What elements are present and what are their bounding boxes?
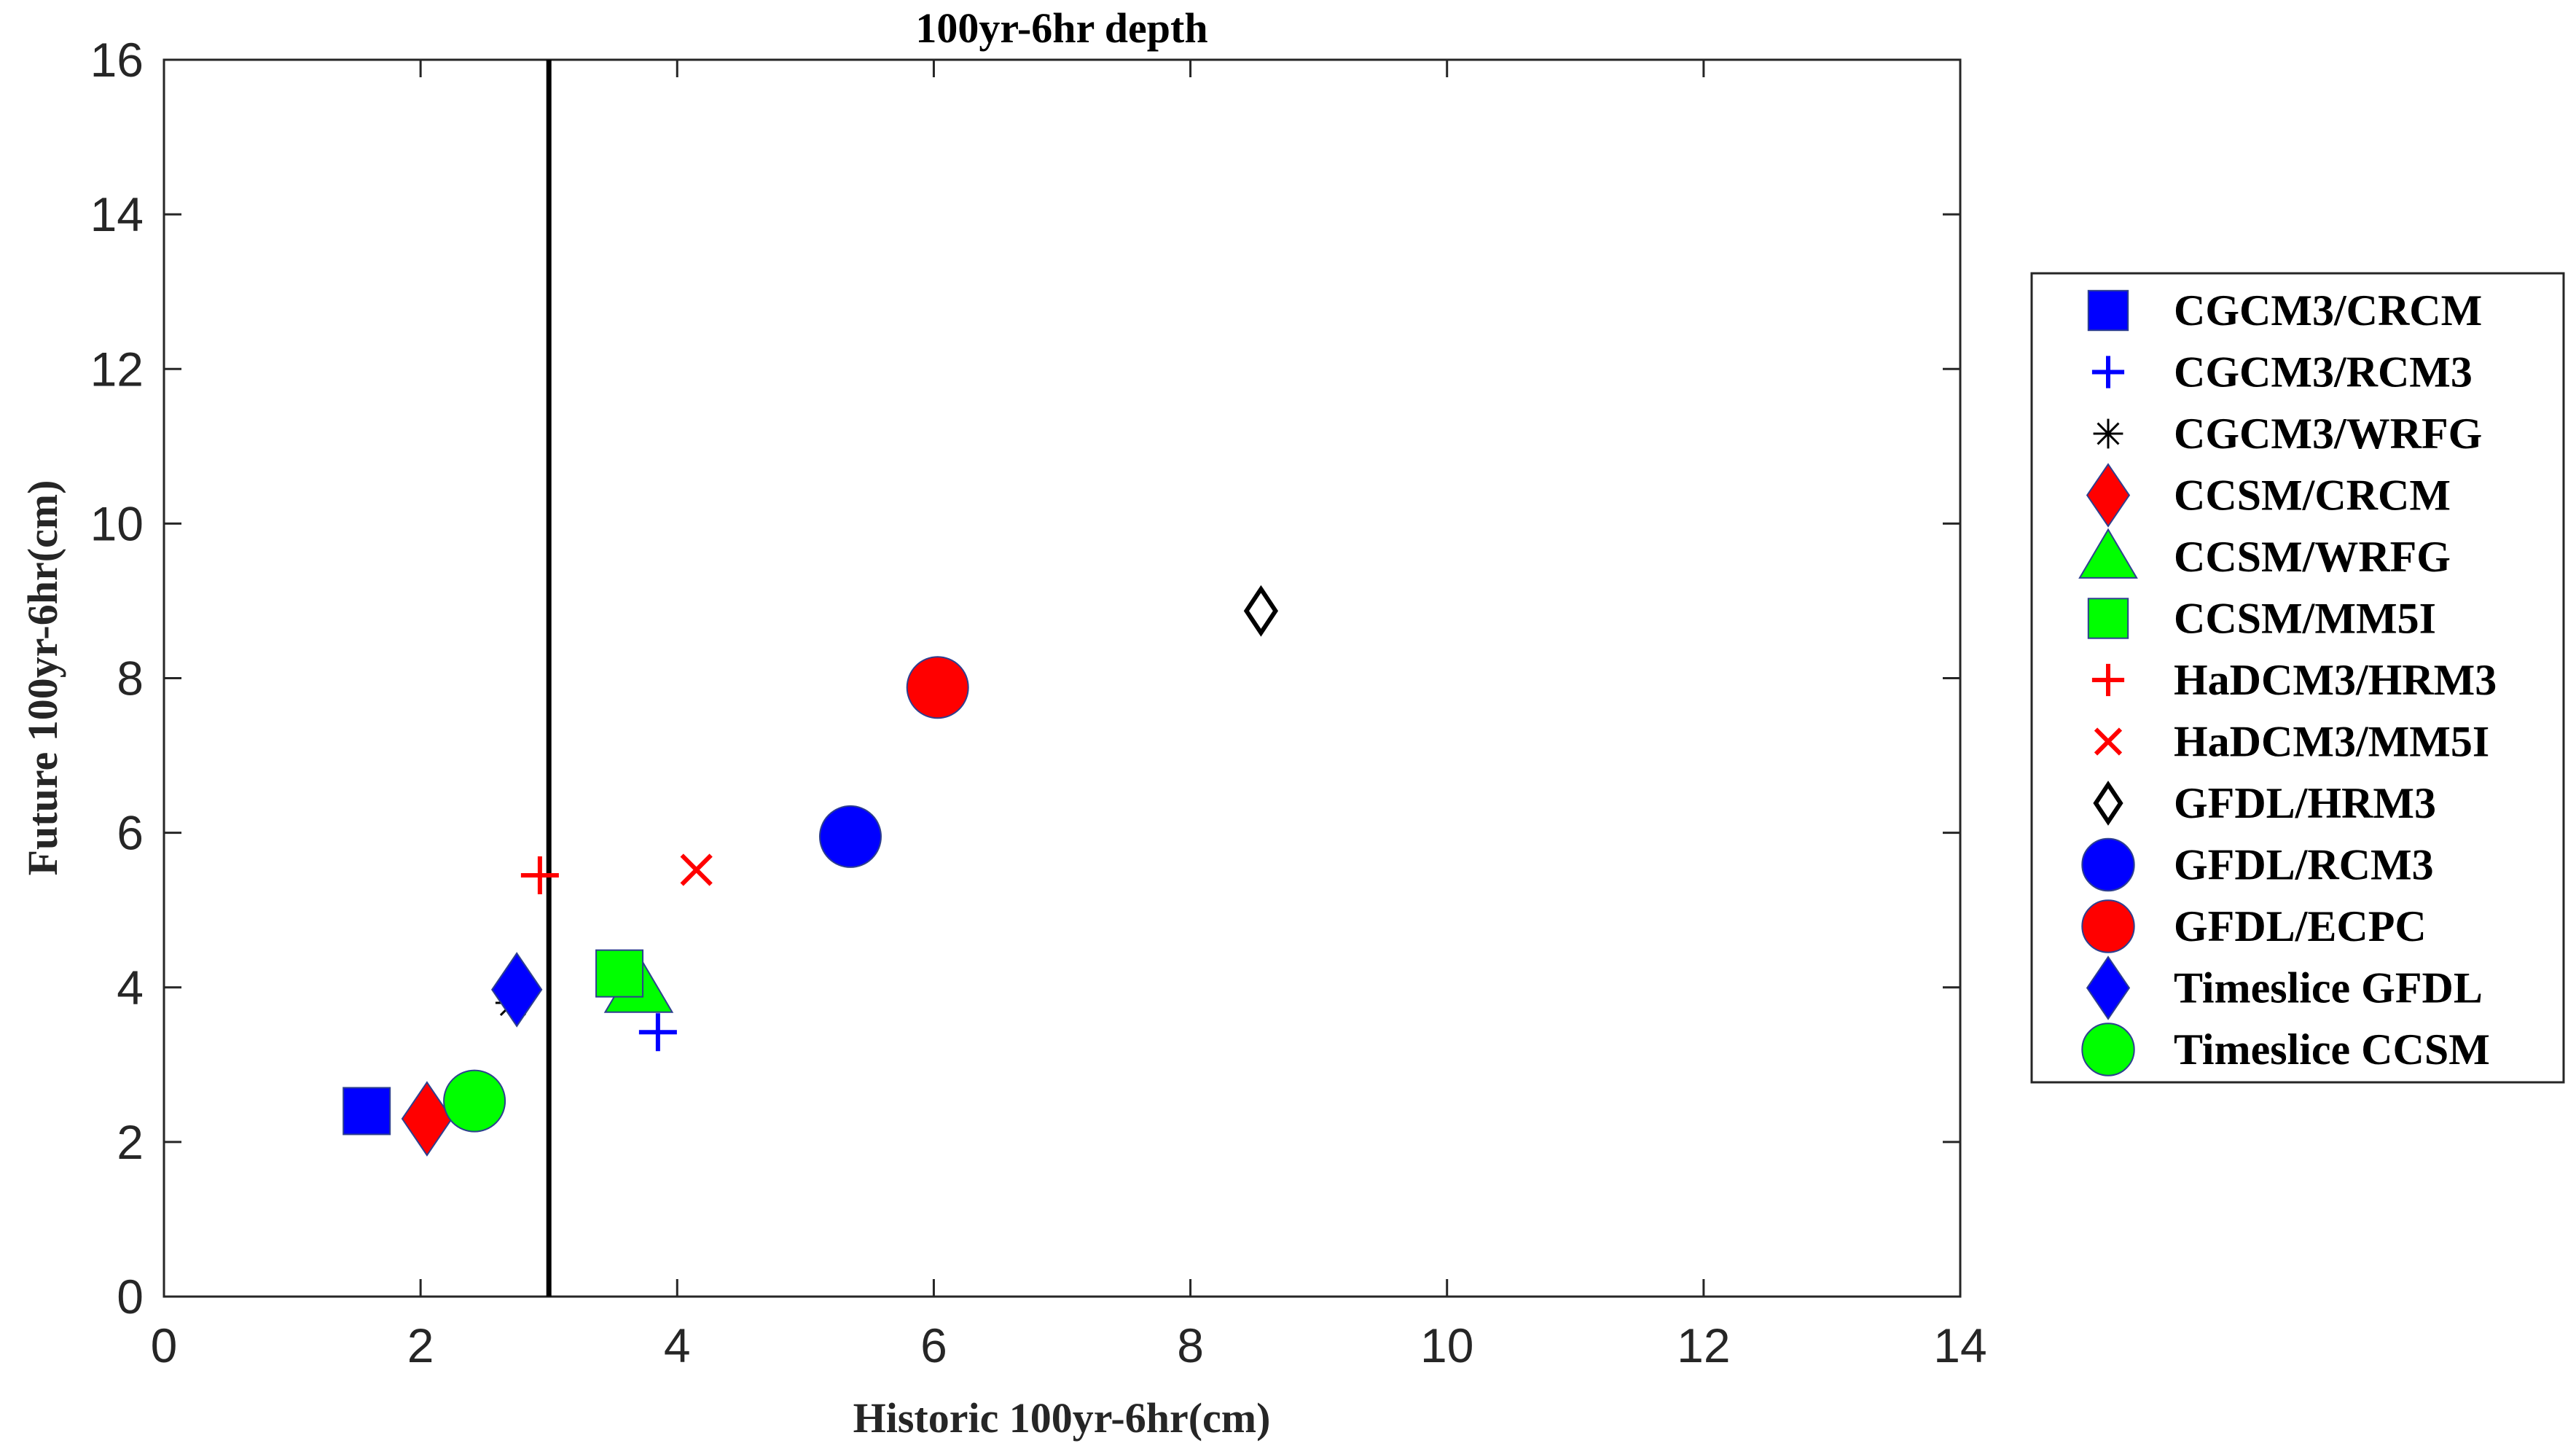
legend-marker (2094, 727, 2123, 756)
data-point (401, 1081, 453, 1157)
data-point (443, 1069, 506, 1133)
legend-label: CCSM/CRCM (2174, 472, 2451, 520)
legend: CGCM3/CRCM CGCM3/RCM3 CGCM3/WRFG CCSM/CRCM C… (2030, 272, 2565, 1084)
y-tick-label: 12 (90, 342, 144, 396)
data-point (595, 949, 644, 998)
legend-item: CGCM3/CRCM (2087, 286, 2482, 335)
y-tick-label: 8 (117, 652, 144, 705)
legend-item: HaDCM3/MM5I (2094, 718, 2489, 766)
legend-label: Timeslice GFDL (2174, 964, 2483, 1012)
data-point (520, 856, 559, 894)
legend-label: CCSM/WRFG (2174, 533, 2451, 581)
x-tick-label: 0 (151, 1318, 178, 1372)
legend-items: CGCM3/CRCM CGCM3/RCM3 CGCM3/WRFG CCSM/CRCM C… (2078, 286, 2497, 1076)
legend-marker (2087, 598, 2129, 639)
y-tick-label: 16 (90, 33, 144, 87)
legend-marker (2093, 418, 2123, 449)
legend-marker (2086, 955, 2131, 1020)
x-tick-label: 10 (1420, 1318, 1473, 1372)
data-point (1243, 585, 1279, 637)
y-tick-label: 6 (117, 806, 144, 860)
legend-label: CGCM3/CRCM (2174, 286, 2482, 335)
y-tick-label: 0 (117, 1270, 144, 1324)
x-tick-label: 6 (920, 1318, 947, 1372)
legend-label: CGCM3/RCM3 (2174, 348, 2473, 396)
y-tick-label: 4 (117, 961, 144, 1015)
plot-area: 0 2 4 6 8 10 12 14 0 2 4 6 8 10 12 14 16 (90, 33, 1987, 1372)
legend-marker (2086, 463, 2131, 528)
legend-marker (2081, 1023, 2135, 1076)
legend-label: CGCM3/WRFG (2174, 410, 2482, 458)
legend-item: CCSM/CRCM (2086, 463, 2451, 528)
axis-ticks (163, 58, 1962, 1298)
y-tick-label: 10 (90, 496, 144, 550)
legend-label: HaDCM3/HRM3 (2174, 656, 2497, 704)
legend-label: HaDCM3/MM5I (2174, 718, 2489, 766)
data-points (342, 585, 1279, 1157)
legend-marker (2091, 356, 2125, 388)
data-point (490, 952, 543, 1028)
legend-marker (2081, 837, 2135, 892)
legend-item: GFDL/ECPC (2081, 899, 2427, 953)
legend-item: CGCM3/WRFG (2093, 410, 2482, 458)
legend-marker (2087, 289, 2129, 332)
x-axis-label: Historic 100yr-6hr(cm) (853, 1394, 1271, 1442)
y-tick-labels: 0 2 4 6 8 10 12 14 16 (90, 33, 144, 1324)
legend-item: CCSM/MM5I (2087, 595, 2436, 643)
legend-marker (2078, 528, 2138, 579)
x-tick-label: 14 (1933, 1318, 1986, 1372)
legend-item: Timeslice GFDL (2086, 955, 2483, 1020)
data-point (818, 805, 882, 868)
legend-marker (2081, 899, 2135, 953)
x-tick-label: 4 (664, 1318, 691, 1372)
legend-marker (2091, 663, 2125, 697)
data-point (906, 656, 969, 719)
y-tick-label: 14 (90, 187, 144, 241)
legend-item: CGCM3/RCM3 (2091, 348, 2473, 396)
x-tick-label: 12 (1677, 1318, 1730, 1372)
legend-item: GFDL/RCM3 (2081, 837, 2434, 892)
y-axis-label: Future 100yr-6hr(cm) (19, 480, 66, 876)
x-tick-label: 8 (1177, 1318, 1204, 1372)
y-tick-label: 2 (117, 1115, 144, 1169)
legend-label: GFDL/HRM3 (2174, 779, 2436, 827)
data-point (638, 1013, 677, 1052)
legend-item: HaDCM3/HRM3 (2091, 656, 2497, 704)
x-tick-label: 2 (407, 1318, 434, 1372)
data-point (680, 853, 713, 886)
legend-item: Timeslice CCSM (2081, 1023, 2490, 1076)
x-tick-labels: 0 2 4 6 8 10 12 14 (151, 1318, 1987, 1372)
data-point (342, 1087, 391, 1136)
legend-label: GFDL/RCM3 (2174, 841, 2434, 889)
legend-item: CCSM/WRFG (2078, 528, 2451, 581)
legend-label: Timeslice CCSM (2174, 1025, 2490, 1074)
legend-marker (2093, 781, 2123, 826)
legend-label: CCSM/MM5I (2174, 595, 2436, 643)
chart-title: 100yr-6hr depth (915, 4, 1207, 52)
legend-item: GFDL/HRM3 (2093, 779, 2436, 827)
legend-label: GFDL/ECPC (2174, 902, 2427, 950)
